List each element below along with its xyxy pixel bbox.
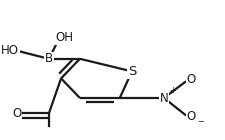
Text: O: O (12, 107, 21, 120)
Text: O: O (186, 73, 195, 86)
Text: S: S (127, 65, 135, 78)
Text: N: N (159, 92, 168, 104)
Text: +: + (169, 86, 176, 95)
Text: B: B (45, 52, 53, 65)
Text: OH: OH (55, 31, 73, 44)
Text: O: O (186, 110, 195, 123)
Text: −: − (196, 117, 203, 126)
Text: HO: HO (1, 44, 19, 57)
